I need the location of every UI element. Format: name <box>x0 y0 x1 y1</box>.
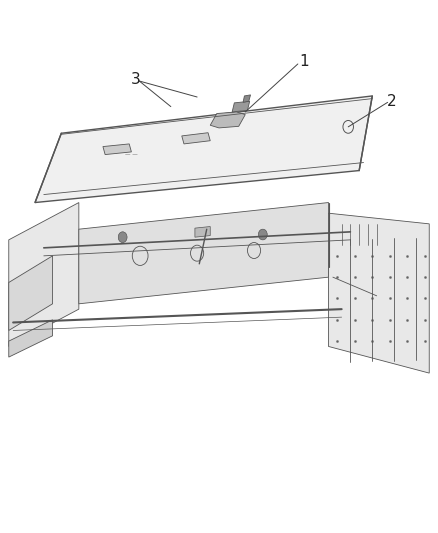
Polygon shape <box>210 112 245 128</box>
Polygon shape <box>232 101 250 112</box>
Polygon shape <box>9 320 53 357</box>
Polygon shape <box>182 133 210 144</box>
Text: 2: 2 <box>387 94 397 109</box>
Text: 3: 3 <box>131 72 141 87</box>
Polygon shape <box>9 256 53 330</box>
Text: — —: — — <box>125 152 138 157</box>
Circle shape <box>118 232 127 243</box>
Polygon shape <box>195 227 210 237</box>
Polygon shape <box>35 96 372 203</box>
Circle shape <box>258 229 267 240</box>
Polygon shape <box>243 95 251 102</box>
Polygon shape <box>328 213 429 373</box>
Polygon shape <box>9 203 79 346</box>
Text: 1: 1 <box>300 54 309 69</box>
Polygon shape <box>103 144 131 155</box>
Polygon shape <box>79 203 328 304</box>
